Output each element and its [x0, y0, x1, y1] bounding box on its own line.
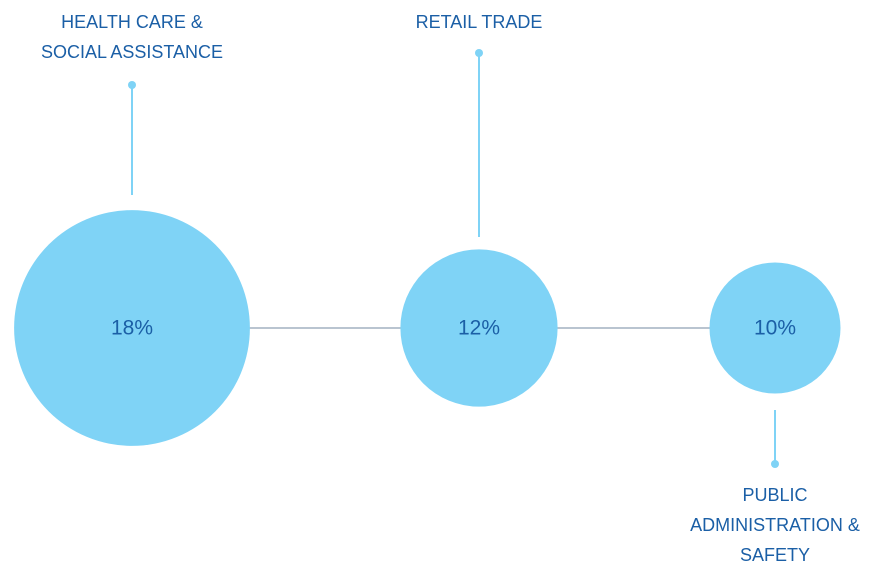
leader-dot	[475, 49, 483, 57]
category-label: PUBLIC ADMINISTRATION & SAFETY	[690, 485, 860, 565]
leader-dot	[128, 81, 136, 89]
bubble	[709, 262, 841, 394]
value-label: 12%	[458, 317, 500, 340]
bubble	[400, 249, 558, 407]
value-label: 18%	[111, 317, 153, 340]
leader-dot	[771, 460, 779, 468]
bubble	[14, 210, 250, 446]
category-label: RETAIL TRADE	[415, 12, 543, 32]
category-label: HEALTH CARE & SOCIAL ASSISTANCE	[40, 12, 224, 62]
value-label: 10%	[754, 317, 796, 340]
